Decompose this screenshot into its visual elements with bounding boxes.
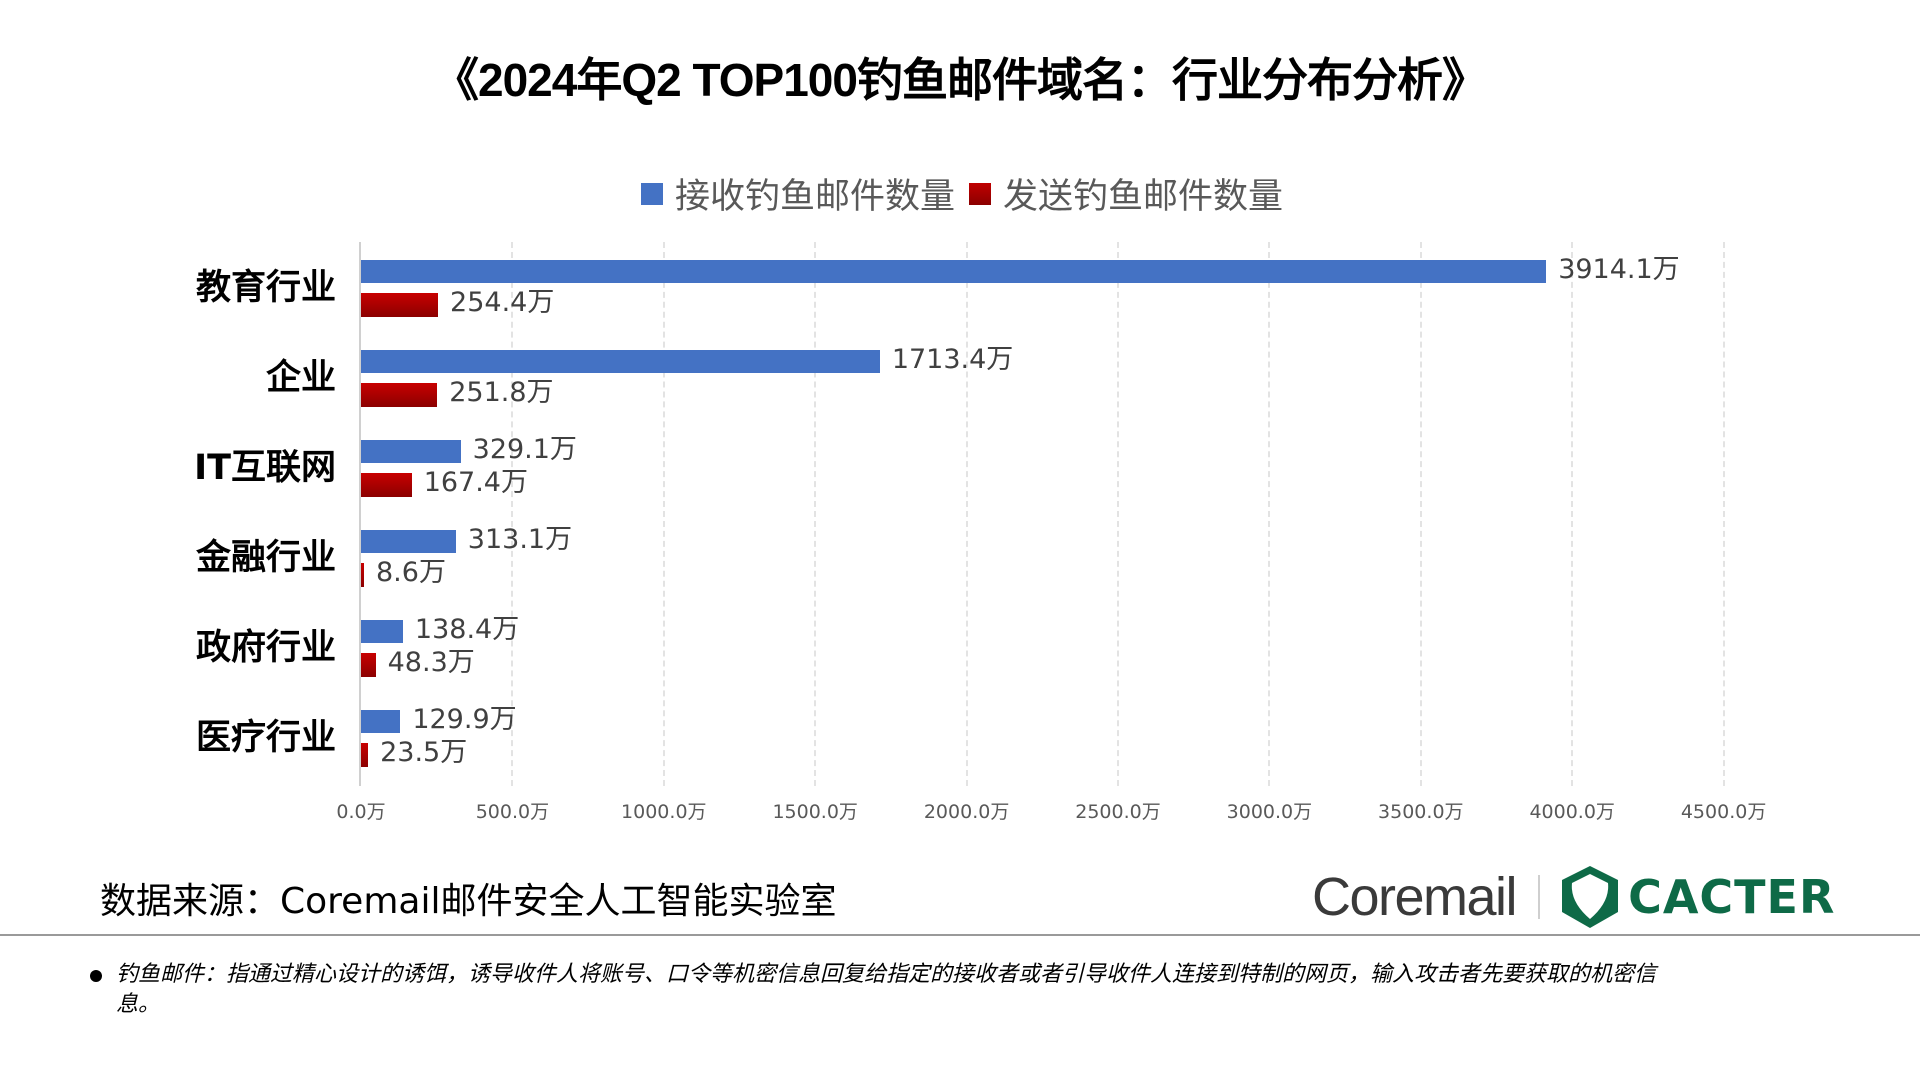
gridline [965,242,968,786]
value-label-received: 129.9万 [412,704,517,735]
x-tick-label: 1500.0万 [772,801,858,823]
value-label-received: 313.1万 [467,524,573,555]
bar-sent[interactable] [361,473,412,497]
value-label-received: 1713.4万 [891,344,1014,375]
x-tick-label: 2500.0万 [1075,801,1161,823]
bar-received[interactable] [361,620,403,643]
gridline [1117,242,1119,786]
bar-sent[interactable] [361,563,364,587]
x-tick-label: 4000.0万 [1529,801,1615,823]
bar-received[interactable] [361,350,880,373]
gridline [1571,242,1574,786]
category-label: 教育行业 [195,268,336,308]
cacter-logo: CACTER [1628,870,1836,924]
bar-received[interactable] [361,530,456,553]
y-axis-line [359,242,361,786]
gridline [1268,242,1271,786]
category-label: 医疗行业 [195,718,336,758]
category-label: 金融行业 [195,538,336,578]
x-tick-label: 3000.0万 [1226,801,1313,823]
x-tick-label: 4500.0万 [1680,801,1767,823]
gridline [662,242,665,786]
value-label-received: 3914.1万 [1558,254,1680,285]
category-label: IT互联网 [194,448,336,488]
value-label-sent: 251.8万 [449,377,554,408]
legend-swatch-red [969,182,991,205]
bar-sent[interactable] [361,293,439,317]
data-source: 数据来源：Coremail邮件安全人工智能实验室 [100,881,837,922]
cacter-shield-icon [1562,866,1619,928]
x-tick-label: 3500.0万 [1378,801,1464,823]
legend-label-sent: 发送钓鱼邮件数量 [1003,177,1284,217]
bar-sent[interactable] [361,743,369,767]
value-label-sent: 254.4万 [450,287,555,318]
x-tick-label: 500.0万 [475,801,550,823]
value-label-received: 138.4万 [414,614,520,645]
value-label-sent: 8.6万 [376,557,446,588]
gridline [814,242,817,786]
bar-received[interactable] [361,710,401,733]
legend-item-received: 接收钓鱼邮件数量 [640,168,955,219]
value-label-sent: 167.4万 [423,467,528,498]
value-label-sent: 48.3万 [387,647,475,678]
legend-item-sent: 发送钓鱼邮件数量 [969,168,1283,219]
page-title: 《2024年Q2 TOP100钓鱼邮件域名：行业分布分析》 [433,54,1488,106]
logo-divider [1538,875,1541,919]
bar-received[interactable] [361,260,1547,283]
value-label-received: 329.1万 [472,434,577,465]
x-tick-label: 0.0万 [336,801,386,823]
category-label: 政府行业 [195,628,336,668]
category-label: 企业 [265,358,336,398]
gridline [1722,242,1725,786]
value-label-sent: 23.5万 [380,737,468,768]
logo-bar: Coremail CACTER [1312,862,1835,932]
bullet-icon [90,970,102,982]
chart-legend: 接收钓鱼邮件数量 发送钓鱼邮件数量 [0,168,1920,219]
gridline [1419,242,1422,786]
legend-label-received: 接收钓鱼邮件数量 [674,177,955,217]
footnote: 钓鱼邮件：指通过精心设计的诱饵，诱导收件人将账号、口令等机密信息回复给指定的接收… [90,960,1676,1020]
bar-sent[interactable] [361,653,376,677]
coremail-logo: Coremail [1312,867,1518,927]
bar-sent[interactable] [361,383,438,407]
divider-line [0,934,1920,936]
legend-swatch-blue [640,182,663,205]
gridline [511,242,514,786]
x-tick-label: 1000.0万 [621,801,707,823]
bar-received[interactable] [361,440,461,463]
x-tick-label: 2000.0万 [923,801,1010,823]
footnote-text: 钓鱼邮件：指通过精心设计的诱饵，诱导收件人将账号、口令等机密信息回复给指定的接收… [116,962,1657,1017]
